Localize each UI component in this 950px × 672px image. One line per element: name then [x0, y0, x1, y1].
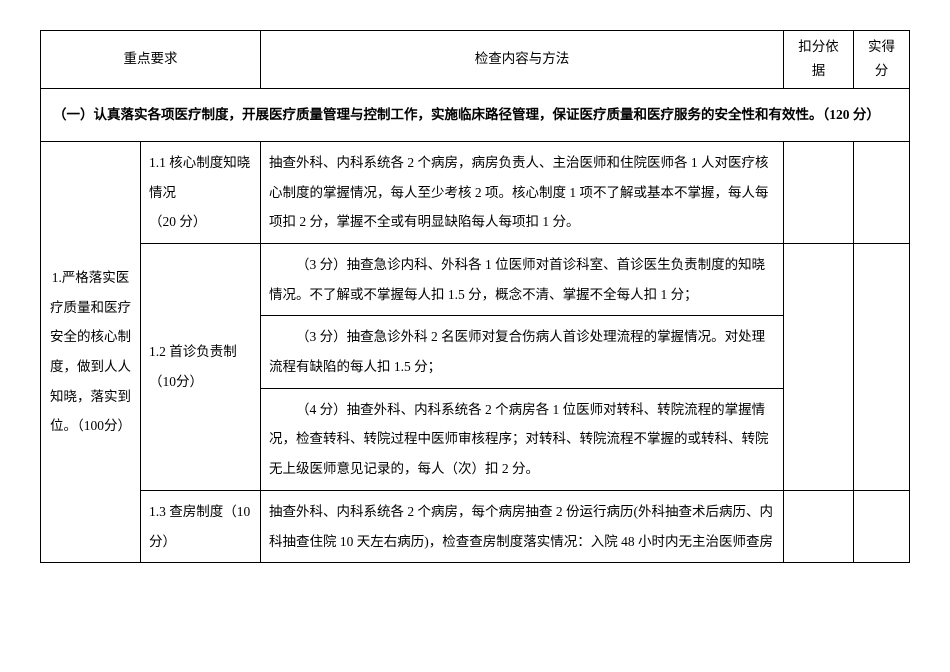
section-title: （一）认真落实各项医疗制度，开展医疗质量管理与控制工作，实施临床路径管理，保证医…	[41, 88, 910, 141]
basis-1-2	[784, 244, 854, 491]
basis-1-3	[784, 490, 854, 562]
score-1-3	[854, 490, 910, 562]
assessment-table: 重点要求 检查内容与方法 扣分依据 实得分 （一）认真落实各项医疗制度，开展医疗…	[40, 30, 910, 563]
sub-1-2: 1.2 首诊负责制（10分）	[141, 244, 261, 491]
header-basis: 扣分依据	[784, 31, 854, 89]
method-1-3: 抽查外科、内科系统各 2 个病房，每个病房抽查 2 份运行病历(外科抽查术后病历…	[261, 490, 784, 562]
method-1-2a: （3 分）抽查急诊内科、外科各 1 位医师对首诊科室、首诊医生负责制度的知晓情况…	[261, 244, 784, 316]
sub-1-3: 1.3 查房制度（10分）	[141, 490, 261, 562]
key-req-cell: 1.严格落实医疗质量和医疗安全的核心制度，做到人人知晓，落实到位。（100分）	[41, 141, 141, 562]
method-1-2b: （3 分）抽查急诊外科 2 名医师对复合伤病人首诊处理流程的掌握情况。对处理流程…	[261, 316, 784, 388]
sub-1-1: 1.1 核心制度知晓情况 （20 分）	[141, 141, 261, 243]
table-header-row: 重点要求 检查内容与方法 扣分依据 实得分	[41, 31, 910, 89]
section-header-row: （一）认真落实各项医疗制度，开展医疗质量管理与控制工作，实施临床路径管理，保证医…	[41, 88, 910, 141]
score-1-1	[854, 141, 910, 243]
row-1-2a: 1.2 首诊负责制（10分） （3 分）抽查急诊内科、外科各 1 位医师对首诊科…	[41, 244, 910, 316]
basis-1-1	[784, 141, 854, 243]
score-1-2	[854, 244, 910, 491]
header-key-req: 重点要求	[41, 31, 261, 89]
method-1-1: 抽查外科、内科系统各 2 个病房，病房负责人、主治医师和住院医师各 1 人对医疗…	[261, 141, 784, 243]
header-method: 检查内容与方法	[261, 31, 784, 89]
row-1-3: 1.3 查房制度（10分） 抽查外科、内科系统各 2 个病房，每个病房抽查 2 …	[41, 490, 910, 562]
header-score: 实得分	[854, 31, 910, 89]
row-1-1: 1.严格落实医疗质量和医疗安全的核心制度，做到人人知晓，落实到位。（100分） …	[41, 141, 910, 243]
method-1-2c: （4 分）抽查外科、内科系统各 2 个病房各 1 位医师对转科、转院流程的掌握情…	[261, 388, 784, 490]
